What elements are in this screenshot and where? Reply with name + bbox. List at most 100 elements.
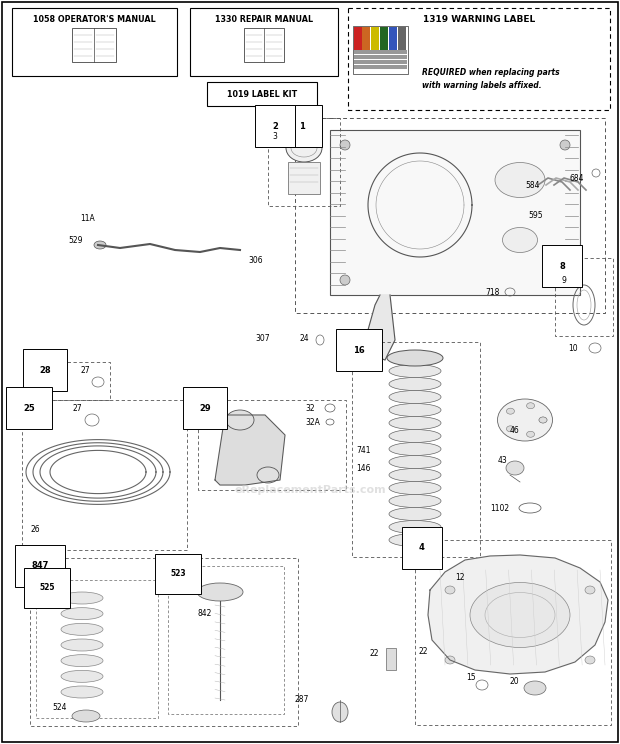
Bar [354,65,407,69]
Text: 524: 524 [52,704,66,713]
Polygon shape [215,415,285,485]
Text: 15: 15 [466,673,476,682]
Bar [415,540,611,725]
Ellipse shape [389,521,441,533]
Ellipse shape [524,681,546,695]
Ellipse shape [61,655,103,667]
Bar [72,28,116,62]
Bar [38,362,110,400]
Text: 26: 26 [30,525,40,534]
Text: 20: 20 [510,678,520,687]
Bar [362,27,370,50]
Bar [330,130,580,295]
Bar [207,82,317,106]
Ellipse shape [61,670,103,682]
Ellipse shape [389,391,441,403]
Text: REQUIRED when replacing parts: REQUIRED when replacing parts [422,68,560,77]
Ellipse shape [340,275,350,285]
Ellipse shape [389,443,441,455]
Text: 287: 287 [295,696,309,705]
Text: 11A: 11A [80,214,95,222]
Bar [354,27,362,50]
Bar [353,26,408,74]
Ellipse shape [332,702,348,722]
Ellipse shape [507,426,515,432]
Ellipse shape [560,140,570,150]
Bar [36,580,158,718]
Bar [371,27,379,50]
Ellipse shape [506,461,524,475]
Bar [354,50,407,54]
Text: 28: 28 [39,365,51,374]
Text: 307: 307 [255,333,270,342]
Ellipse shape [526,403,534,408]
Bar [190,8,338,76]
Text: 29: 29 [199,403,211,412]
Bar [348,8,610,110]
Bar [354,55,407,59]
Ellipse shape [257,467,279,483]
Text: 595: 595 [528,211,542,219]
Ellipse shape [389,507,441,521]
Ellipse shape [507,408,515,414]
Text: 27: 27 [80,365,90,374]
Text: 43: 43 [498,455,508,464]
Text: 847: 847 [32,562,49,571]
Ellipse shape [585,656,595,664]
Ellipse shape [61,686,103,698]
Ellipse shape [226,410,254,430]
Bar [555,258,613,336]
Ellipse shape [526,432,534,437]
Text: 32A: 32A [305,417,320,426]
Text: 741: 741 [356,446,371,455]
Bar [268,118,340,206]
Text: 25: 25 [23,403,35,412]
Text: 2: 2 [272,121,278,130]
Text: 22: 22 [419,647,428,656]
Text: 718: 718 [485,287,499,297]
Text: eReplacementParts.com: eReplacementParts.com [234,485,386,495]
Text: 523: 523 [170,569,186,579]
Text: 1319 WARNING LABEL: 1319 WARNING LABEL [423,14,535,24]
Bar [386,648,396,670]
Ellipse shape [61,639,103,651]
Ellipse shape [389,377,441,391]
Ellipse shape [495,162,545,197]
Ellipse shape [389,495,441,507]
Text: 24: 24 [300,333,309,342]
Bar [22,400,187,550]
Text: 46: 46 [510,426,520,434]
Text: 27: 27 [72,403,82,412]
Text: 10: 10 [568,344,578,353]
Polygon shape [368,295,395,360]
Bar [12,8,177,76]
Ellipse shape [61,623,103,635]
Text: with warning labels affixed.: with warning labels affixed. [422,80,542,89]
Ellipse shape [539,417,547,423]
Text: 1: 1 [299,121,305,130]
Text: 1058 OPERATOR'S MANUAL: 1058 OPERATOR'S MANUAL [33,14,156,24]
Text: 22: 22 [370,650,379,658]
Ellipse shape [497,399,552,441]
Ellipse shape [389,417,441,429]
Ellipse shape [389,533,441,547]
Text: 525: 525 [39,583,55,592]
Bar [295,118,605,313]
Ellipse shape [539,417,547,423]
Ellipse shape [340,140,350,150]
Text: 1019 LABEL KIT: 1019 LABEL KIT [227,89,297,98]
Text: 9: 9 [562,275,567,284]
Bar [380,27,388,50]
Ellipse shape [445,656,455,664]
Ellipse shape [389,351,441,365]
Text: 306: 306 [248,255,263,265]
Bar [168,566,284,714]
Text: 16: 16 [353,345,365,354]
Ellipse shape [585,586,595,594]
Bar [244,28,284,62]
Ellipse shape [389,429,441,443]
Text: 8: 8 [559,261,565,271]
Text: 584: 584 [525,181,539,190]
Ellipse shape [389,481,441,495]
Ellipse shape [389,403,441,417]
